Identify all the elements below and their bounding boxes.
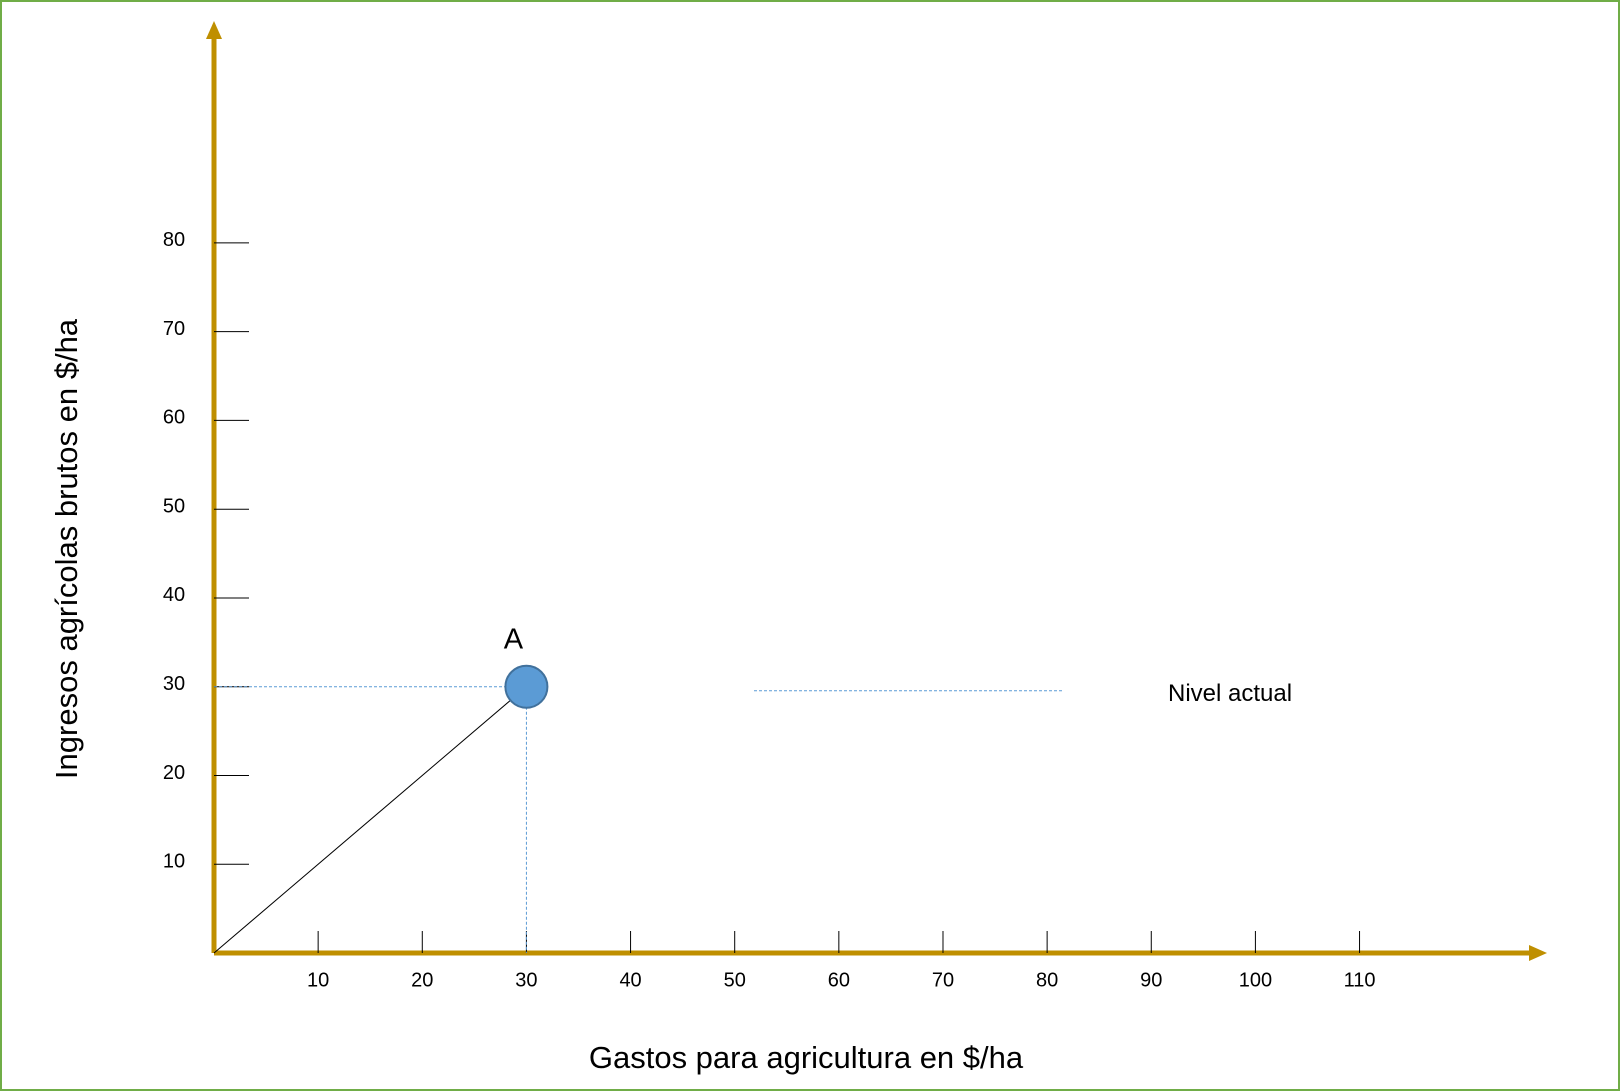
- y-axis-arrow: [206, 21, 222, 39]
- x-tick-label: 90: [1140, 969, 1162, 991]
- y-tick-label: 10: [163, 851, 185, 873]
- y-axis-title: Ingresos agrícolas brutos en $/ha: [49, 318, 84, 779]
- y-tick-label: 60: [163, 407, 185, 429]
- annotation: Nivel actual: [1168, 680, 1292, 707]
- x-tick-label: 60: [828, 969, 850, 991]
- x-tick-label: 70: [932, 969, 954, 991]
- x-tick-label: 50: [724, 969, 746, 991]
- x-tick-label: 80: [1036, 969, 1058, 991]
- x-tick-label: 40: [619, 969, 641, 991]
- y-tick-label: 50: [163, 495, 185, 517]
- y-tick-label: 80: [163, 229, 185, 251]
- x-axis-arrow: [1529, 945, 1547, 961]
- y-tick-label: 70: [163, 318, 185, 340]
- y-tick-label: 20: [163, 762, 185, 784]
- origin-line: [213, 686, 527, 954]
- x-tick-label: 30: [515, 969, 537, 991]
- y-tick-label: 40: [163, 584, 185, 606]
- point: [504, 664, 549, 709]
- x-tick-label: 110: [1344, 969, 1376, 991]
- x-tick-label: 100: [1239, 969, 1272, 991]
- y-tick-label: 30: [163, 673, 185, 695]
- x-tick-label: 20: [411, 969, 433, 991]
- x-tick-label: 10: [307, 969, 329, 991]
- x-axis-title: Gastos para agricultura en $/ha: [589, 1040, 1024, 1075]
- point-label: A: [504, 623, 524, 655]
